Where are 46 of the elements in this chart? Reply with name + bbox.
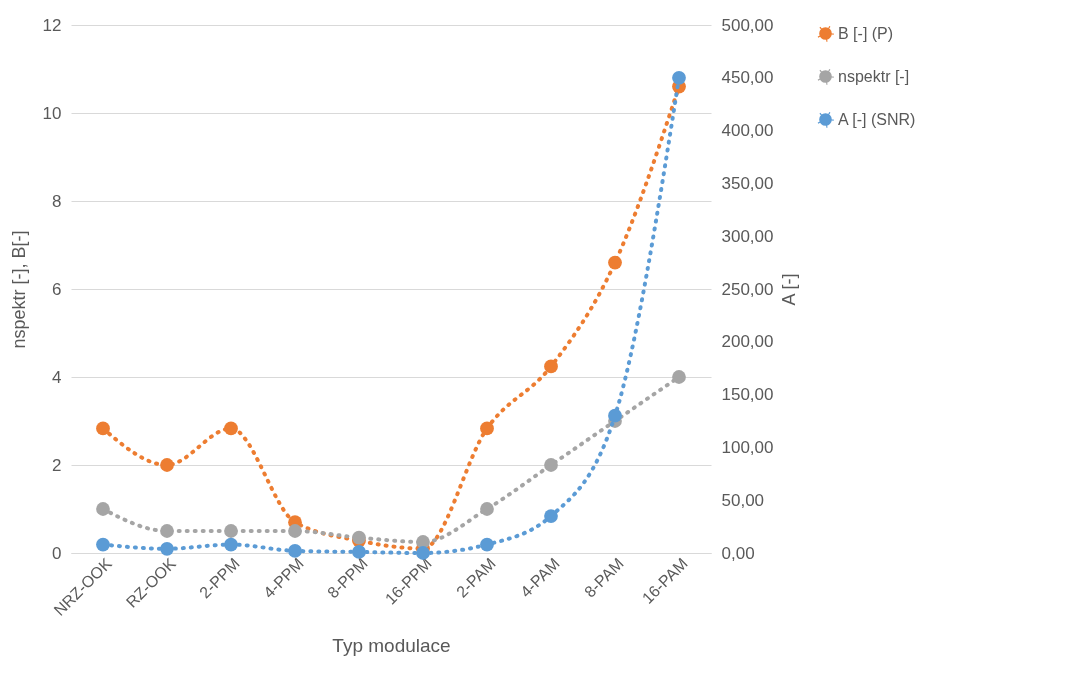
point [544,458,558,472]
y2-tick-label: 250,00 [721,279,774,299]
y2-tick-label: 100,00 [721,437,774,457]
y-axis-title: nspektr [-], B[-] [8,230,29,349]
y-tick-label: 8 [52,191,62,211]
y-tick-label: 0 [52,543,62,563]
point [288,544,302,558]
point [352,545,366,559]
y2-tick-label: 350,00 [721,173,774,193]
point [544,359,558,374]
y-tick-label: 12 [42,15,62,35]
y-tick-label: 10 [42,103,62,123]
point [96,537,110,552]
point [608,255,622,270]
point [480,502,494,516]
y2-tick-label: 500,00 [721,15,774,35]
y-tick-label: 4 [52,367,62,387]
point [160,541,174,556]
y2-tick-label: 0,00 [721,543,755,563]
point [480,421,494,436]
point [608,408,622,423]
point [224,421,238,436]
y-tick-label: 6 [52,279,62,299]
point [544,509,558,523]
point [160,524,174,538]
y2-axis-title: A [-] [779,273,800,306]
y-tick-label: 2 [52,455,62,475]
point [224,537,238,552]
point [224,524,238,538]
y2-tick-label: 450,00 [721,68,774,88]
point [96,502,110,516]
point [672,70,686,85]
legend-label: B [-] (P) [838,24,894,42]
point [672,370,686,384]
point [160,458,174,472]
x-axis-title: Typ modulace [332,634,451,656]
y2-tick-label: 200,00 [721,332,774,352]
y2-tick-label: 150,00 [721,385,774,405]
legend-label: A [-] (SNR) [838,110,916,128]
y2-tick-label: 300,00 [721,226,774,246]
point [480,537,494,552]
y2-tick-label: 50,00 [721,490,765,510]
y2-tick-label: 400,00 [721,121,774,141]
point [96,421,110,436]
legend-label: nspektr [-] [838,67,910,85]
point [288,524,302,538]
